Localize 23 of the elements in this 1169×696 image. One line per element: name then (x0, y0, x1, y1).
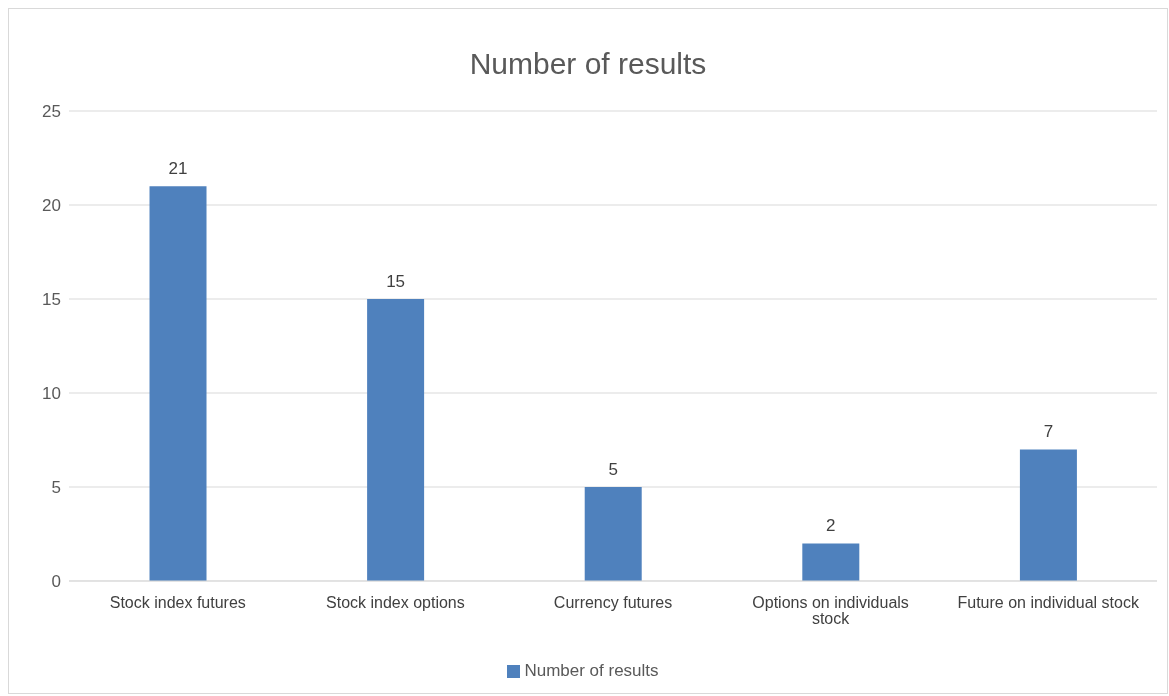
legend-label: Number of results (524, 661, 659, 680)
bar (367, 299, 425, 581)
bar (149, 186, 207, 581)
y-tick-label: 20 (42, 196, 61, 216)
y-tick-label: 10 (42, 384, 61, 404)
data-label: 2 (826, 516, 836, 536)
x-tick-label: Stock index options (326, 594, 465, 612)
bar (802, 543, 860, 581)
data-label: 7 (1043, 422, 1054, 442)
bar (584, 487, 642, 581)
x-tick-label: Future on individual stock (957, 594, 1140, 612)
data-label: 15 (386, 272, 406, 291)
bar (1019, 449, 1077, 581)
y-tick-label: 0 (51, 572, 61, 592)
chart-title: Number of results (468, 47, 708, 81)
data-label: 5 (608, 460, 618, 479)
x-tick-label: Stock index futures (109, 594, 246, 612)
data-label: 21 (168, 159, 188, 179)
y-tick-label: 15 (42, 290, 61, 310)
y-tick-label: 25 (42, 102, 61, 122)
x-tick-label: Currency futures (553, 594, 673, 612)
x-tick-label: Options on individuals stock (752, 594, 909, 628)
y-tick-label: 5 (51, 478, 61, 498)
